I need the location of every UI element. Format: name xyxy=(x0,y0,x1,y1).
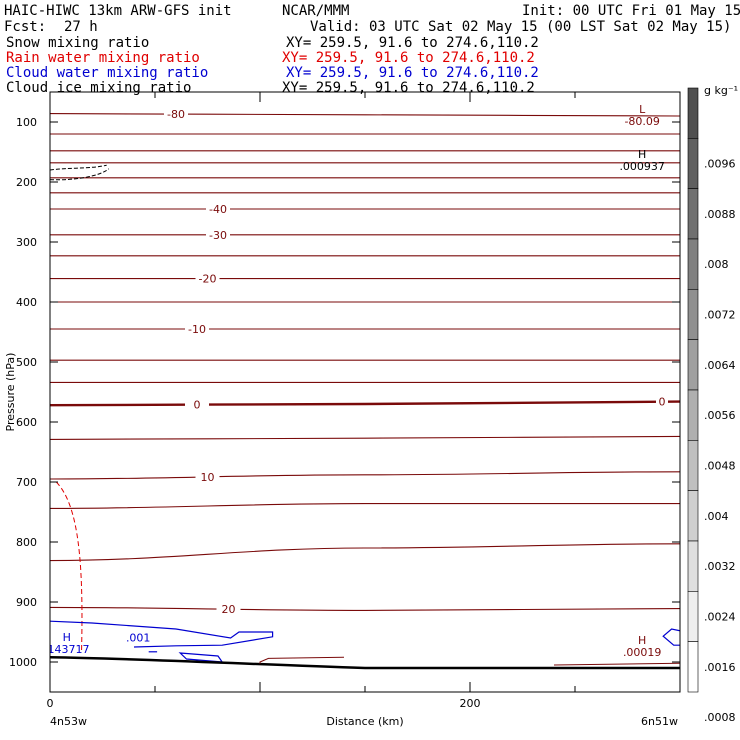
isotherm-line xyxy=(50,606,680,611)
colorbar-swatch xyxy=(687,389,699,441)
extremum-value: .143717 xyxy=(44,643,90,656)
y-tick-label: 600 xyxy=(16,416,37,429)
isotherm-label: 20 xyxy=(222,603,236,616)
isotherm-label-bg xyxy=(656,395,668,408)
org-label: NCAR/MMM xyxy=(282,3,350,19)
field-xy-cloud-water: XY= 259.5, 91.6 to 274.6,110.2 xyxy=(286,65,539,81)
y-tick-label: 700 xyxy=(16,476,37,489)
surface-contour xyxy=(259,656,345,664)
forecast-label: Fcst: xyxy=(4,19,47,35)
colorbar-tick-label: .0048 xyxy=(704,460,736,473)
y-tick-label: 200 xyxy=(16,176,37,189)
colorbar-tick-label: .0016 xyxy=(704,661,736,674)
colorbar-tick-label: .0032 xyxy=(704,560,736,573)
isotherm-line xyxy=(50,503,680,509)
isotherm-label: -30 xyxy=(209,229,227,242)
colorbar-tick-label: .004 xyxy=(704,510,729,523)
colorbar-tick-label: .0008 xyxy=(704,711,736,724)
x-axis-label: Distance (km) xyxy=(326,715,403,728)
init-time: Init: 00 UTC Fri 01 May 15 xyxy=(522,3,740,19)
isotherm-line xyxy=(50,113,680,117)
colorbar-swatch xyxy=(687,440,699,491)
extremum-value: -80.09 xyxy=(624,115,659,128)
isotherm-label-bg xyxy=(164,108,188,121)
isotherm-label: 0 xyxy=(194,399,201,412)
surface-contour xyxy=(553,662,680,666)
field-name-cloud-water: Cloud water mixing ratio xyxy=(6,65,209,81)
isotherm-label-bg xyxy=(206,228,230,241)
valid-time: Valid: 03 UTC Sat 02 May 15 (00 LST Sat … xyxy=(310,19,732,35)
extremum-value: .00019 xyxy=(623,646,662,659)
colorbar-swatch xyxy=(687,591,699,642)
y-tick-label: 100 xyxy=(16,116,37,129)
y-axis-label: Pressure (hPa) xyxy=(4,353,17,432)
isotherm-label-bg xyxy=(195,272,220,285)
colorbar-tick-label: .008 xyxy=(704,258,729,271)
y-tick-label: 500 xyxy=(16,356,37,369)
x-tick-label: 0 xyxy=(47,697,54,710)
isotherm-label: -10 xyxy=(188,323,206,336)
plot-frame xyxy=(49,91,681,693)
colorbar-tick-label: .0024 xyxy=(704,611,736,624)
y-tick-label: 400 xyxy=(16,296,37,309)
cloud-water-contour xyxy=(662,628,680,646)
isotherm-label: -80 xyxy=(167,108,185,121)
colorbar-swatch xyxy=(687,138,699,189)
field-xy-snow: XY= 259.5, 91.6 to 274.6,110.2 xyxy=(286,35,539,51)
isotherm-line xyxy=(50,435,680,440)
model-title: HAIC-HIWC 13km ARW-GFS init xyxy=(4,3,232,19)
isotherm-line xyxy=(50,471,680,480)
colorbar-tick-label: .0064 xyxy=(704,359,736,372)
colorbar-units: g kg⁻¹ xyxy=(704,84,738,97)
y-tick-label: 800 xyxy=(16,536,37,549)
colorbar-swatch xyxy=(687,238,699,290)
isotherm-label: -40 xyxy=(209,203,227,216)
contour-group: -80-40-30-20-10010200L-80.09H.000937H.14… xyxy=(44,103,680,670)
extremum-marker: L xyxy=(639,103,646,116)
x-tick-label: 200 xyxy=(460,697,481,710)
isotherm-line xyxy=(50,400,680,407)
colorbar-swatch xyxy=(687,87,699,139)
isotherm-label-bg xyxy=(185,323,209,335)
colorbar-swatch xyxy=(687,339,699,391)
extremum-marker: H xyxy=(63,631,71,644)
isotherm-label-bg xyxy=(195,470,220,483)
field-name-cloud-ice: Cloud ice mixing ratio xyxy=(6,80,192,96)
x-endpoint-right: 6n51w xyxy=(641,715,678,728)
isotherm-line xyxy=(50,543,680,562)
rain-contour xyxy=(55,481,83,654)
cloud-water-label: .001 xyxy=(126,632,151,645)
colorbar-swatch xyxy=(687,540,699,592)
field-xy-rain: XY= 259.5, 91.6 to 274.6,110.2 xyxy=(282,50,535,66)
extremum-value: .000937 xyxy=(619,160,665,173)
colorbar-tick-label: .0056 xyxy=(704,409,736,422)
isotherm-label: 0 xyxy=(659,396,666,409)
cloud-water-contour xyxy=(50,620,274,648)
field-name-snow: Snow mixing ratio xyxy=(6,35,150,51)
colorbar-tick-label: .0088 xyxy=(704,208,736,221)
colorbar-tick-label: .0096 xyxy=(704,158,736,171)
colorbar-tick-label: .0072 xyxy=(704,309,736,322)
y-tick-label: 1000 xyxy=(9,656,37,669)
extremum-marker: H xyxy=(638,148,646,161)
colorbar-swatch xyxy=(687,490,699,542)
field-xy-cloud-ice: XY= 259.5, 91.6 to 274.6,110.2 xyxy=(282,80,535,96)
snow-contour xyxy=(50,164,110,181)
field-name-rain: Rain water mixing ratio xyxy=(6,50,200,66)
x-endpoint-left: 4n53w xyxy=(50,715,87,728)
forecast-hours: 27 h xyxy=(64,19,98,35)
colorbar-swatch xyxy=(687,641,699,693)
y-tick-label: 300 xyxy=(16,236,37,249)
isotherm-label-bg xyxy=(206,203,230,215)
isotherm-label-bg xyxy=(185,398,209,411)
colorbar-swatch xyxy=(687,188,699,240)
y-tick-label: 900 xyxy=(16,596,37,609)
terrain-line xyxy=(50,655,680,670)
isotherm-label-bg xyxy=(216,603,241,616)
isotherm-label: -20 xyxy=(199,273,217,286)
colorbar-swatch xyxy=(687,289,699,340)
extremum-marker: H xyxy=(638,634,646,647)
isotherm-label: 10 xyxy=(201,471,215,484)
